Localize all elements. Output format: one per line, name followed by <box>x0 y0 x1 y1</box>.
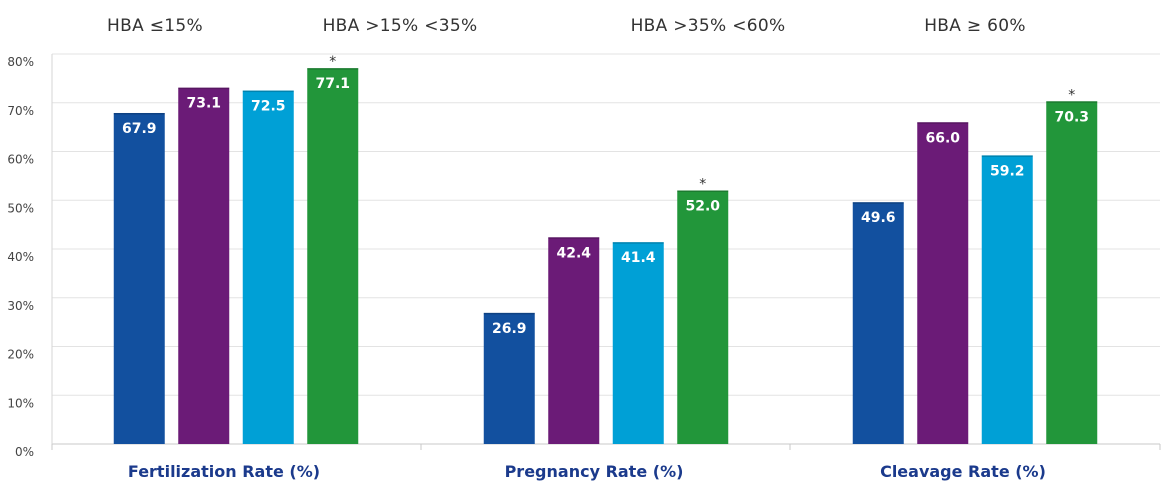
bar-top-edge <box>242 90 294 93</box>
bar-top-edge <box>612 242 664 244</box>
data-label: 70.3 <box>1054 109 1089 125</box>
category-label: Fertilization Rate (%) <box>128 462 320 481</box>
legend-entry: HBA ≤15% <box>107 16 203 36</box>
y-axis-ticks: 0% 10% 20% 30% 40% 50% 60% 70% 80% <box>7 55 34 459</box>
significance-marker: * <box>1068 87 1075 103</box>
bar-top-edge <box>483 312 535 315</box>
bar-top-edge <box>1046 101 1098 103</box>
significance-marker: * <box>699 177 706 193</box>
data-label: 67.9 <box>122 121 157 137</box>
bar-top-edge <box>917 122 969 124</box>
significance-marker: * <box>329 54 336 70</box>
bar-top-edge <box>178 87 230 90</box>
data-label: 73.1 <box>186 96 221 112</box>
bar-top-edge <box>981 155 1033 157</box>
data-label: 49.6 <box>861 210 896 226</box>
bar <box>981 155 1033 444</box>
legend-entry: HBA >15% <35% <box>323 16 478 36</box>
bar <box>548 237 600 444</box>
bar-top-edge <box>852 202 904 204</box>
bar <box>917 122 969 444</box>
y-tick-label: 0% <box>15 445 34 459</box>
category-label: Cleavage Rate (%) <box>880 462 1046 481</box>
data-labels: 67.9 73.1 72.5 77.1 * 26.9 42.4 41.4 52.0 * 49.6 66… <box>122 54 1089 337</box>
data-label: 52.0 <box>685 199 720 215</box>
y-tick-label: 40% <box>7 250 34 264</box>
bar <box>113 112 165 445</box>
y-tick-label: 10% <box>7 396 34 410</box>
bars <box>113 68 1098 445</box>
data-label: 26.9 <box>492 321 527 337</box>
bar <box>178 87 230 444</box>
data-label: 42.4 <box>556 245 591 261</box>
legend: HBA ≤15% HBA >15% <35% HBA >35% <60% HBA ≥ … <box>107 16 1026 36</box>
y-tick-label: 80% <box>7 55 34 69</box>
bar <box>1046 101 1098 444</box>
bar <box>852 202 904 444</box>
data-label: 66.0 <box>925 130 960 146</box>
category-label: Pregnancy Rate (%) <box>505 462 684 481</box>
bar-top-edge <box>548 237 600 239</box>
y-tick-label: 30% <box>7 299 34 313</box>
data-label: 77.1 <box>315 76 350 92</box>
gridlines <box>51 53 1161 450</box>
bar-top-edge <box>113 112 165 115</box>
bar <box>307 68 359 444</box>
bar <box>677 190 729 444</box>
category-labels: Fertilization Rate (%) Pregnancy Rate (%)… <box>128 462 1046 481</box>
data-label: 41.4 <box>621 250 656 266</box>
data-label: 59.2 <box>990 163 1025 179</box>
y-tick-label: 50% <box>7 201 34 215</box>
bar-top-edge <box>307 68 359 70</box>
bar-top-edge <box>677 190 729 192</box>
y-tick-label: 60% <box>7 153 34 167</box>
y-tick-label: 70% <box>7 104 34 118</box>
y-tick-label: 20% <box>7 348 34 362</box>
bar <box>483 312 535 444</box>
bar <box>242 90 294 444</box>
bar <box>612 242 664 444</box>
legend-entry: HBA ≥ 60% <box>924 16 1026 36</box>
data-label: 72.5 <box>251 99 286 115</box>
legend-entry: HBA >35% <60% <box>631 16 786 36</box>
